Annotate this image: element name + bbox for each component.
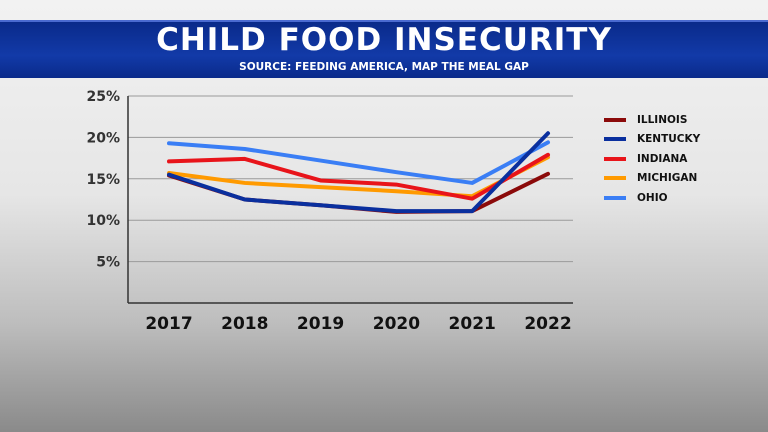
x-tick-label: 2021 xyxy=(449,314,496,334)
y-tick-label: 5% xyxy=(96,255,120,271)
title-banner xyxy=(0,20,768,78)
legend-swatch xyxy=(604,137,626,142)
series-line-indiana xyxy=(167,152,550,201)
x-tick-label: 2020 xyxy=(373,314,420,334)
legend-swatch xyxy=(604,117,626,122)
legend-swatch xyxy=(604,195,626,200)
legend-item: OHIO xyxy=(604,188,700,208)
x-tick-label: 2018 xyxy=(221,314,268,334)
y-tick-label: 25% xyxy=(86,89,120,105)
chart-subtitle: SOURCE: FEEDING AMERICA, MAP THE MEAL GA… xyxy=(239,61,529,73)
x-tick-label: 2022 xyxy=(524,314,571,334)
y-tick-label: 10% xyxy=(86,213,120,229)
legend: ILLINOIS KENTUCKY INDIANA MICHIGAN OHIO xyxy=(604,110,700,208)
y-tick-label: 20% xyxy=(86,130,120,146)
y-tick-label: 15% xyxy=(86,172,120,188)
chart-title: CHILD FOOD INSECURITY xyxy=(156,22,612,58)
legend-item: ILLINOIS xyxy=(604,110,700,130)
legend-swatch xyxy=(604,156,626,161)
series-line-kentucky xyxy=(167,131,550,214)
legend-label: OHIO xyxy=(637,191,668,204)
legend-item: KENTUCKY xyxy=(604,130,700,150)
x-tick-label: 2017 xyxy=(145,314,192,334)
legend-label: MICHIGAN xyxy=(637,172,698,185)
legend-label: KENTUCKY xyxy=(637,133,701,146)
legend-label: ILLINOIS xyxy=(637,113,688,126)
legend-item: MICHIGAN xyxy=(604,169,700,189)
series-line-ohio xyxy=(167,140,550,185)
legend-label: INDIANA xyxy=(637,152,688,165)
legend-swatch xyxy=(604,176,626,181)
x-tick-label: 2019 xyxy=(297,314,344,334)
legend-item: INDIANA xyxy=(604,149,700,169)
